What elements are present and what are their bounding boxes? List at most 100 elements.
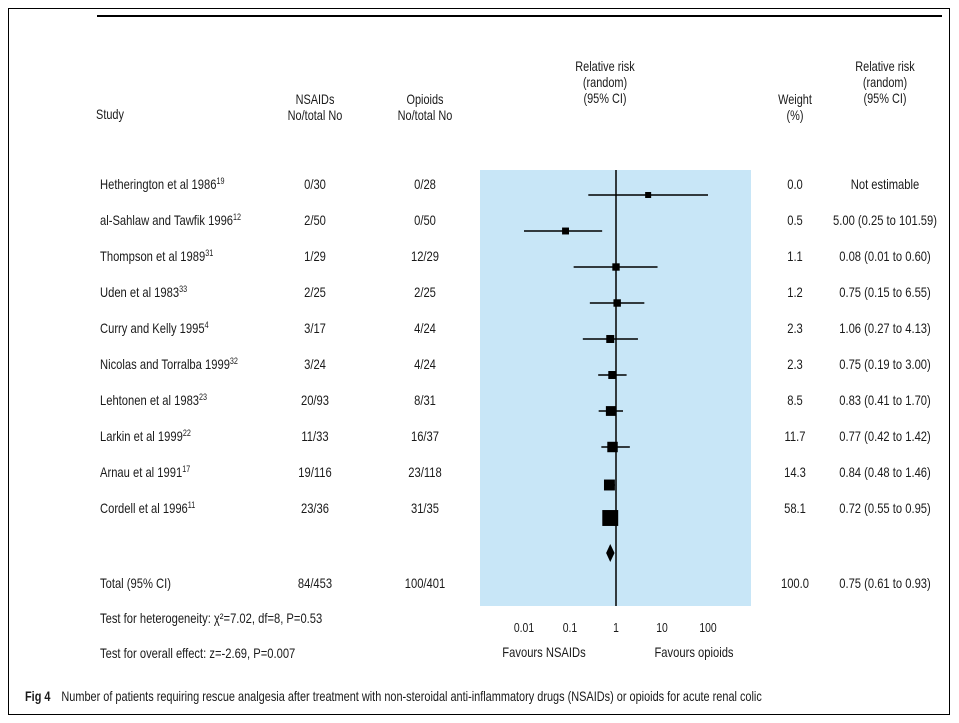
study-reference: 23 [199,392,208,402]
study-label: Thompson et al 1989 [100,248,206,264]
header-rr-text: Relative risk (random) (95% CI) [855,58,915,106]
nsaids-count: 2/25 [304,284,326,300]
opioids-count: 2/25 [414,284,436,300]
study-marker [562,227,570,235]
total-weight: 100.0 [780,575,810,591]
opioids-count: 16/37 [410,428,440,444]
study-name: Uden et al 198333 [100,284,187,300]
axis-tick-label: 10 [656,620,668,635]
opioids-count: 0/28 [414,176,436,192]
study-marker [602,510,619,526]
caption-label: Fig 4 [25,688,51,704]
study-label: Lehtonen et al 1983 [100,392,200,408]
axis-tick-label: 0.1 [562,620,578,635]
study-marker [607,441,618,453]
nsaids-count: 23/36 [300,500,330,516]
figure-caption: Fig 4 Number of patients requiring rescue… [25,688,762,704]
opioids-count: 12/29 [410,248,440,264]
study-weight: 14.3 [784,464,806,480]
study-weight: 11.7 [784,428,806,444]
pooled-diamond [606,544,615,562]
header-nsaids: NSAIDs No/total No [287,91,343,123]
study-rr: 0.84 (0.48 to 1.46) [839,464,931,480]
study-rr: 0.83 (0.41 to 1.70) [839,392,931,408]
nsaids-count: 3/24 [304,356,326,372]
heterogeneity-test: Test for heterogeneity: χ²=7.02, df=8, P… [100,610,323,626]
favours-nsaids-label: Favours NSAIDs [502,644,586,660]
study-marker [613,299,621,307]
study-weight: 0.0 [787,176,803,192]
study-marker [612,263,620,271]
opioids-count: 0/50 [414,212,436,228]
opioids-count: 23/118 [408,464,442,480]
nsaids-count: 11/33 [301,428,329,444]
study-label: Hetherington et al 1986 [100,176,217,192]
study-marker [606,335,615,343]
study-reference: 31 [205,248,214,258]
total-nsaids: 84/453 [297,575,333,591]
study-rr: 0.08 (0.01 to 0.60) [839,248,931,264]
opioids-count: 4/24 [414,320,436,336]
study-label: Cordell et al 1996 [100,500,188,516]
study-label: Larkin et al 1999 [100,428,183,444]
study-weight: 58.1 [784,500,806,516]
study-reference: 11 [187,500,196,510]
study-name: Hetherington et al 198619 [100,176,224,192]
study-rr: 0.75 (0.15 to 6.55) [839,284,931,300]
study-weight: 2.3 [787,356,803,372]
study-reference: 33 [179,284,188,294]
overall-effect-test: Test for overall effect: z=-2.69, P=0.00… [100,645,296,661]
figure-frame [8,8,950,715]
study-marker [608,371,617,379]
study-name: Arnau et al 199117 [100,464,190,480]
study-reference: 32 [229,356,238,366]
caption-text: Number of patients requiring rescue anal… [61,688,762,704]
study-rr: 0.72 (0.55 to 0.95) [839,500,931,516]
study-name: Nicolas and Torralba 199932 [100,356,238,372]
study-rr: 0.77 (0.42 to 1.42) [839,428,931,444]
header-rr-plot: Relative risk (random) (95% CI) [575,58,635,106]
opioids-count: 8/31 [414,392,436,408]
study-marker [605,406,616,416]
study-rr: 0.75 (0.19 to 3.00) [839,356,931,372]
opioids-count: 31/35 [410,500,440,516]
study-weight: 2.3 [787,320,803,336]
study-label: al-Sahlaw and Tawfik 1996 [100,212,234,228]
study-name: Lehtonen et al 198323 [100,392,207,408]
study-reference: 4 [204,320,209,330]
nsaids-count: 20/93 [300,392,330,408]
opioids-count: 4/24 [414,356,436,372]
study-name: Cordell et al 199611 [100,500,195,516]
study-name: Thompson et al 198931 [100,248,213,264]
total-study: Total (95% CI) [100,575,171,591]
nsaids-count: 2/50 [304,212,326,228]
nsaids-count: 0/30 [304,176,326,192]
study-rr: 5.00 (0.25 to 101.59) [833,212,937,228]
nsaids-count: 1/29 [304,248,326,264]
study-marker [603,479,615,491]
axis-tick-label: 1 [613,620,619,635]
header-opioids: Opioids No/total No [397,91,453,123]
study-name: al-Sahlaw and Tawfik 199612 [100,212,241,228]
study-name: Curry and Kelly 19954 [100,320,209,336]
study-reference: 22 [182,428,191,438]
study-label: Uden et al 1983 [100,284,180,300]
total-rr: 0.75 (0.61 to 0.93) [839,575,931,591]
top-rule [97,15,942,17]
study-reference: 17 [182,464,191,474]
axis-tick-label: 0.01 [513,620,535,635]
header-weight: Weight (%) [778,91,812,123]
study-label: Nicolas and Torralba 1999 [100,356,230,372]
study-marker [645,192,652,198]
study-label: Curry and Kelly 1995 [100,320,205,336]
study-weight: 1.1 [787,248,803,264]
study-reference: 19 [216,176,225,186]
study-rr: 1.06 (0.27 to 4.13) [839,320,931,336]
study-name: Larkin et al 199922 [100,428,191,444]
study-weight: 1.2 [787,284,803,300]
study-weight: 8.5 [787,392,803,408]
favours-opioids-label: Favours opioids [654,644,734,660]
nsaids-count: 19/116 [298,464,332,480]
total-opioids: 100/401 [404,575,446,591]
